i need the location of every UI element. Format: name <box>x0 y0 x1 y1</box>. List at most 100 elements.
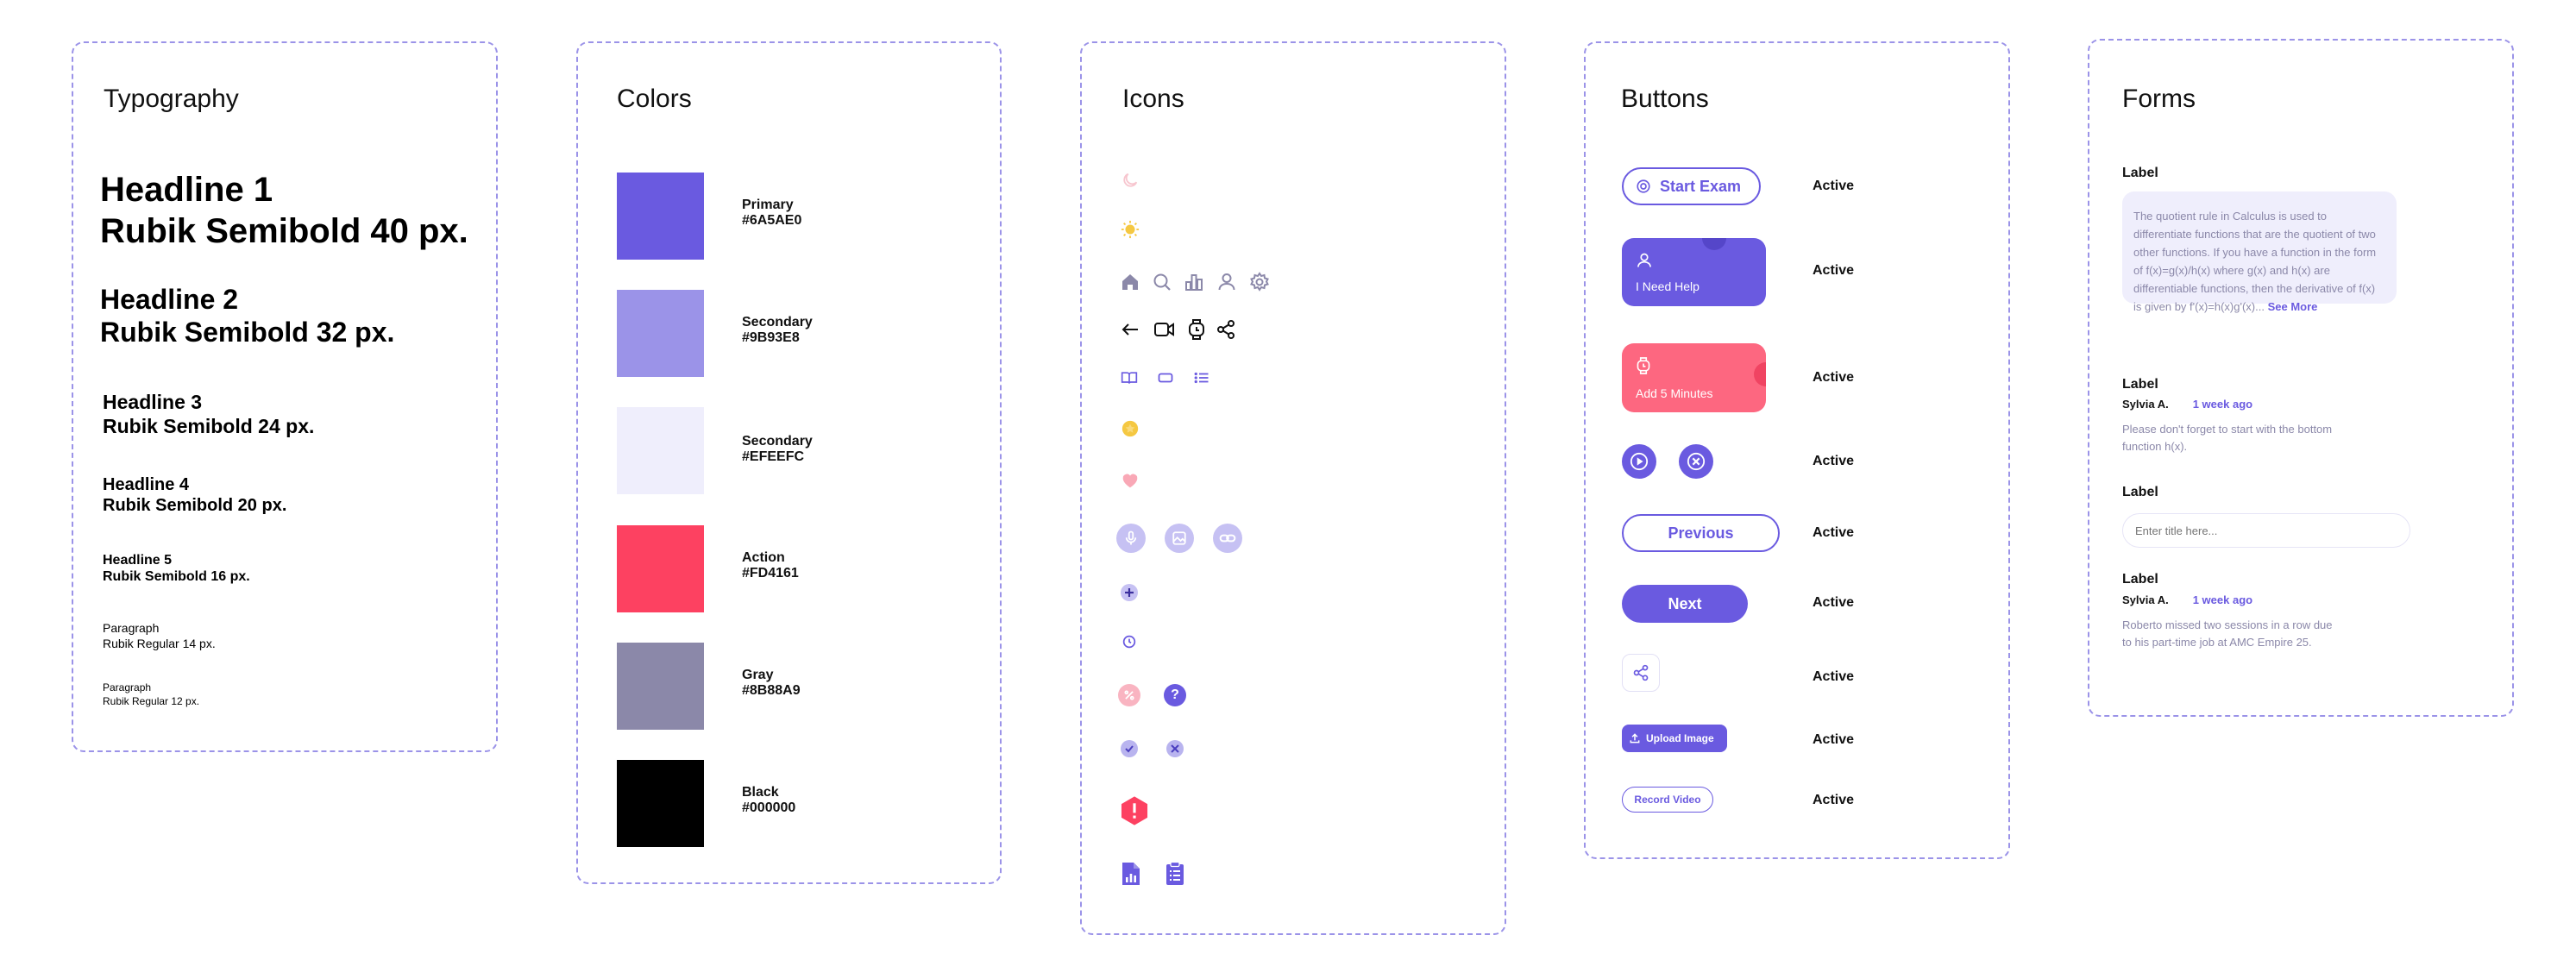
play-icon <box>1630 452 1649 471</box>
swatch-hex: #000000 <box>742 800 796 816</box>
user-icon[interactable] <box>1216 271 1238 293</box>
headline-3-sample: Headline 3 Rubik Semibold 24 px. <box>103 391 314 438</box>
title-input[interactable] <box>2122 513 2410 548</box>
previous-label: Previous <box>1668 524 1734 542</box>
swatch-action-label: Action #FD4161 <box>742 550 799 582</box>
forms-title: Forms <box>2122 85 2196 113</box>
state-label: Active <box>1813 669 1855 684</box>
state-label: Active <box>1813 595 1855 610</box>
state-label: Active <box>1813 263 1855 278</box>
next-button[interactable]: Next <box>1622 585 1748 623</box>
paragraph-14-sample: Paragraph Rubik Regular 14 px. <box>103 621 216 651</box>
home-icon[interactable] <box>1119 271 1141 293</box>
add-minutes-label: Add 5 Minutes <box>1636 386 1713 400</box>
swatch-name: Action <box>742 550 785 565</box>
paragraph-12-name: Paragraph <box>103 681 152 693</box>
state-label: Active <box>1813 370 1855 385</box>
previous-button[interactable]: Previous <box>1622 514 1780 552</box>
comment-author: Sylvia A. <box>2122 398 2169 411</box>
book-icon[interactable] <box>1120 368 1139 387</box>
percent-icon[interactable] <box>1118 684 1140 706</box>
record-video-button[interactable]: Record Video <box>1622 787 1713 813</box>
report-icon[interactable] <box>1119 860 1143 888</box>
headline-3-name: Headline 3 <box>103 391 203 413</box>
exam-icon <box>1636 179 1651 194</box>
arrow-left-icon[interactable] <box>1119 318 1141 341</box>
watch-icon[interactable] <box>1185 317 1208 342</box>
headline-4-spec: Rubik Semibold 20 px. <box>103 496 287 515</box>
swatch-action <box>617 525 704 612</box>
image-icon[interactable] <box>1165 524 1194 553</box>
plus-icon[interactable] <box>1121 584 1138 601</box>
search-icon[interactable] <box>1151 271 1173 293</box>
alert-icon[interactable] <box>1117 794 1152 828</box>
play-button[interactable] <box>1622 444 1656 479</box>
need-help-button[interactable]: I Need Help <box>1622 238 1766 306</box>
paragraph-12-sample: Paragraph Rubik Regular 12 px. <box>103 681 199 708</box>
quote-textarea[interactable]: The quotient rule in Calculus is used to… <box>2122 191 2397 313</box>
typography-title: Typography <box>104 85 239 113</box>
quote-text: The quotient rule in Calculus is used to… <box>2133 210 2377 313</box>
comment-time: 1 week ago <box>2192 593 2253 606</box>
colors-title: Colors <box>617 85 692 113</box>
swatch-hex: #9B93E8 <box>742 330 800 346</box>
help-icon[interactable]: ? <box>1164 684 1186 706</box>
field-label: Label <box>2122 485 2158 499</box>
add-minutes-button[interactable]: Add 5 Minutes <box>1622 343 1766 412</box>
swatch-hex: #8B88A9 <box>742 683 801 699</box>
state-label: Active <box>1813 179 1855 193</box>
headline-5-sample: Headline 5 Rubik Semibold 16 px. <box>103 552 250 585</box>
headline-5-name: Headline 5 <box>103 553 173 568</box>
headline-1-spec: Rubik Semibold 40 px. <box>100 212 468 250</box>
swatch-hex: #EFEEFC <box>742 449 805 465</box>
moon-icon[interactable] <box>1120 170 1140 191</box>
list-icon[interactable] <box>1192 368 1211 387</box>
see-more-link[interactable]: See More <box>2267 300 2318 313</box>
card-icon[interactable] <box>1156 368 1175 387</box>
next-label: Next <box>1668 594 1702 612</box>
start-exam-button[interactable]: Start Exam <box>1622 167 1761 205</box>
state-label: Active <box>1813 793 1855 807</box>
headline-5-spec: Rubik Semibold 16 px. <box>103 569 250 585</box>
state-label: Active <box>1813 525 1855 540</box>
share-icon[interactable] <box>1215 318 1237 341</box>
swatch-name: Black <box>742 785 779 800</box>
paragraph-14-name: Paragraph <box>103 621 160 635</box>
share-button[interactable] <box>1622 654 1660 692</box>
share-icon <box>1632 664 1649 681</box>
headline-4-name: Headline 4 <box>103 475 190 494</box>
headline-2-spec: Rubik Semibold 32 px. <box>100 317 395 348</box>
swatch-name: Primary <box>742 198 794 212</box>
close-icon[interactable] <box>1166 740 1184 757</box>
video-icon[interactable] <box>1153 318 1177 341</box>
icons-panel: Icons <box>1080 41 1506 935</box>
help-decoration <box>1702 238 1726 250</box>
need-help-label: I Need Help <box>1636 279 1700 293</box>
swatch-hex: #6A5AE0 <box>742 213 802 229</box>
upload-image-label: Upload Image <box>1646 732 1714 744</box>
link-icon[interactable] <box>1213 524 1242 553</box>
microphone-icon[interactable] <box>1116 524 1146 553</box>
field-label: Label <box>2122 572 2158 587</box>
settings-icon[interactable] <box>1248 271 1271 293</box>
chart-icon[interactable] <box>1183 271 1205 293</box>
watch-icon <box>1636 355 1651 380</box>
clipboard-icon[interactable] <box>1163 860 1187 888</box>
clock-icon[interactable] <box>1121 633 1138 650</box>
close-icon <box>1687 452 1706 471</box>
comment-author: Sylvia A. <box>2122 593 2169 606</box>
forms-panel: Forms Label The quotient rule in Calculu… <box>2088 39 2514 717</box>
close-button[interactable] <box>1679 444 1713 479</box>
upload-image-button[interactable]: Upload Image <box>1622 725 1727 752</box>
comment-time: 1 week ago <box>2192 398 2253 411</box>
paragraph-12-spec: Rubik Regular 12 px. <box>103 694 200 707</box>
coin-icon[interactable] <box>1120 418 1140 439</box>
headline-3-spec: Rubik Semibold 24 px. <box>103 414 315 437</box>
sun-icon[interactable] <box>1120 219 1140 240</box>
swatch-name: Secondary <box>742 315 813 329</box>
swatch-name: Secondary <box>742 434 813 449</box>
comment-2: Sylvia A. 1 week ago Roberto missed two … <box>2122 593 2407 651</box>
heart-icon[interactable] <box>1120 470 1140 491</box>
swatch-secondary <box>617 290 704 377</box>
check-icon[interactable] <box>1121 740 1138 757</box>
